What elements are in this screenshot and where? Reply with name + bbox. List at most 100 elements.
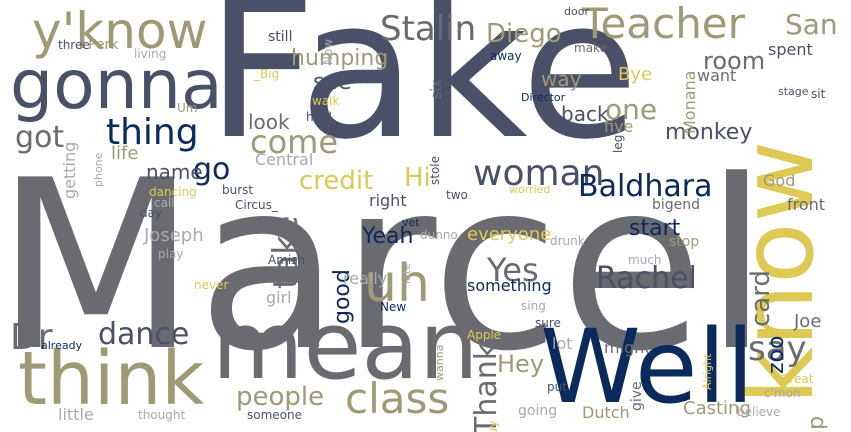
word-bye: Bye xyxy=(618,64,653,85)
word-well: Well xyxy=(540,308,755,427)
word-everyone: everyone xyxy=(467,224,552,245)
word-dutch: Dutch xyxy=(582,403,630,422)
word-dancing: dancing xyxy=(149,185,197,199)
word-much: much xyxy=(628,253,662,267)
word-back: back xyxy=(561,102,609,126)
word-card: card xyxy=(746,270,776,327)
word-lot: lot xyxy=(552,334,573,353)
word-spent: spent xyxy=(768,40,813,59)
word-say: say xyxy=(748,329,807,369)
word-teacher: Teacher xyxy=(582,0,745,48)
word-sure: sure xyxy=(535,316,561,330)
word-alright: Alright xyxy=(701,353,714,390)
word-mean: mean xyxy=(212,292,479,401)
word-see: see xyxy=(313,70,352,95)
word-six: six xyxy=(429,79,445,99)
word-name: name xyxy=(146,160,203,184)
word-walk: walk xyxy=(312,94,340,108)
word-monkey: monkey xyxy=(665,120,753,145)
word-got: got xyxy=(15,120,65,155)
word-fake: Fake xyxy=(206,0,639,182)
word-burst: burst xyxy=(222,183,254,197)
word-hi: Hi xyxy=(404,163,431,193)
word-bigend: bigend xyxy=(652,197,701,213)
word-dance: dance xyxy=(98,317,190,352)
word-look: look xyxy=(248,110,290,134)
word-put: put xyxy=(547,380,567,394)
word-start: start xyxy=(629,216,681,241)
word-gonna: gonna xyxy=(10,46,223,125)
word-stalin: Stalin xyxy=(380,9,477,49)
word-stole: stole xyxy=(428,155,442,185)
word-play: play xyxy=(158,247,184,261)
word-girl: girl xyxy=(266,288,292,307)
word-dr: Dr xyxy=(10,317,53,358)
word-room: room xyxy=(703,47,766,75)
word-credit: credit xyxy=(299,166,374,196)
word-really: really xyxy=(343,269,388,288)
word-day: day xyxy=(140,206,163,220)
word-one: one xyxy=(605,93,658,126)
word-wanna: wanna xyxy=(433,344,446,381)
word-come: come xyxy=(250,123,339,161)
word-call: call xyxy=(154,196,175,210)
word-want: want xyxy=(697,66,737,85)
word-going: going xyxy=(518,403,558,419)
word-sing: sing xyxy=(521,299,546,313)
word-uh: uh xyxy=(364,254,430,314)
word-casting: Casting xyxy=(683,398,751,419)
word-little: little xyxy=(58,405,94,424)
word-sit: sit xyxy=(811,87,826,101)
word-baldhara: Baldhara xyxy=(578,169,713,204)
word-cmon: c'mon xyxy=(764,386,801,400)
word-five: five xyxy=(604,117,634,136)
word-yeah: Yeah xyxy=(362,224,414,249)
word-circus: Circus_ xyxy=(235,198,278,212)
word-perk: Perk xyxy=(88,37,119,53)
word-thought: thought xyxy=(138,408,186,422)
word-joseph: Joseph xyxy=(144,225,204,246)
word-dunno: dunno xyxy=(420,228,458,242)
word-never: never xyxy=(194,278,229,292)
word-guy: guy xyxy=(486,420,500,432)
word-director: Director xyxy=(521,91,566,104)
word-someone: someone xyxy=(247,408,302,422)
word-life: life xyxy=(111,143,139,164)
word-central: Central xyxy=(255,150,314,169)
word-late: late xyxy=(400,262,413,284)
word-two: two xyxy=(446,188,468,202)
word-yknow: y'know xyxy=(32,2,208,60)
word-still: still xyxy=(268,29,293,45)
word-give: give xyxy=(629,381,645,411)
word-now: Now xyxy=(321,38,335,65)
word-drunk: drunk xyxy=(550,234,585,248)
word-right: right xyxy=(369,191,407,210)
word-san: San xyxy=(785,8,838,41)
word-front: front xyxy=(787,195,826,214)
word-leg: leg xyxy=(611,134,625,153)
word-monana: Monana xyxy=(680,70,699,134)
word-zoo: zoo xyxy=(764,335,789,374)
word-apple: Apple xyxy=(467,328,502,342)
word-people: people xyxy=(236,382,325,412)
word-go: go xyxy=(193,152,231,187)
word-something: something xyxy=(467,276,552,295)
word-new: New xyxy=(380,300,407,314)
word-way: way xyxy=(541,67,582,91)
word-think: think xyxy=(18,336,205,422)
word-believe: believe xyxy=(737,405,781,419)
word-great: Great xyxy=(780,372,814,386)
word-getting: getting xyxy=(60,141,79,199)
word-amish: Amish xyxy=(268,253,306,267)
word-away: away xyxy=(490,49,522,63)
word-god: God xyxy=(763,171,796,190)
word-stage: stage xyxy=(778,85,809,98)
word-make: make xyxy=(574,41,607,55)
word-diego: Diego xyxy=(486,19,562,49)
word-might: might xyxy=(604,338,651,357)
word-marcel: Marcel xyxy=(0,131,769,403)
word-joe: Joe xyxy=(794,311,822,332)
word-yes: Yes xyxy=(487,251,539,289)
word-worried: worried xyxy=(509,183,551,196)
